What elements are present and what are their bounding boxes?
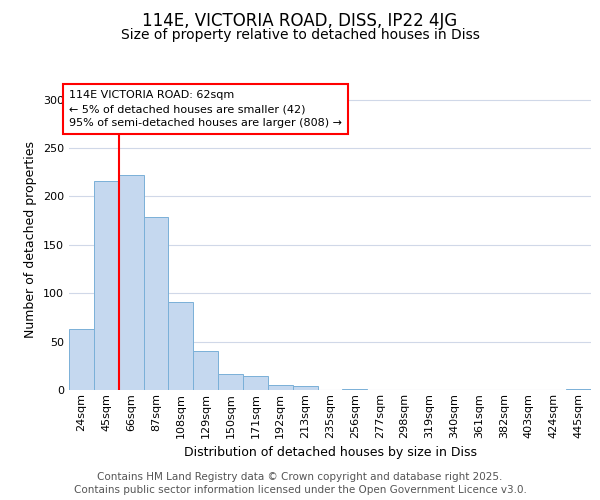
Y-axis label: Number of detached properties: Number of detached properties xyxy=(25,142,37,338)
Bar xyxy=(566,389,591,390)
Text: Contains HM Land Registry data © Crown copyright and database right 2025.
Contai: Contains HM Land Registry data © Crown c… xyxy=(74,472,526,495)
Bar xyxy=(143,217,169,390)
Bar xyxy=(69,329,94,390)
Bar xyxy=(193,352,218,390)
Bar xyxy=(343,389,367,390)
Bar xyxy=(268,385,293,390)
Bar xyxy=(243,376,268,390)
X-axis label: Distribution of detached houses by size in Diss: Distribution of detached houses by size … xyxy=(184,446,476,459)
Text: 114E, VICTORIA ROAD, DISS, IP22 4JG: 114E, VICTORIA ROAD, DISS, IP22 4JG xyxy=(142,12,458,30)
Text: Size of property relative to detached houses in Diss: Size of property relative to detached ho… xyxy=(121,28,479,42)
Bar xyxy=(94,181,119,390)
Text: 114E VICTORIA ROAD: 62sqm
← 5% of detached houses are smaller (42)
95% of semi-d: 114E VICTORIA ROAD: 62sqm ← 5% of detach… xyxy=(69,90,342,128)
Bar xyxy=(218,374,243,390)
Bar xyxy=(293,386,317,390)
Bar xyxy=(119,175,143,390)
Bar xyxy=(169,302,193,390)
